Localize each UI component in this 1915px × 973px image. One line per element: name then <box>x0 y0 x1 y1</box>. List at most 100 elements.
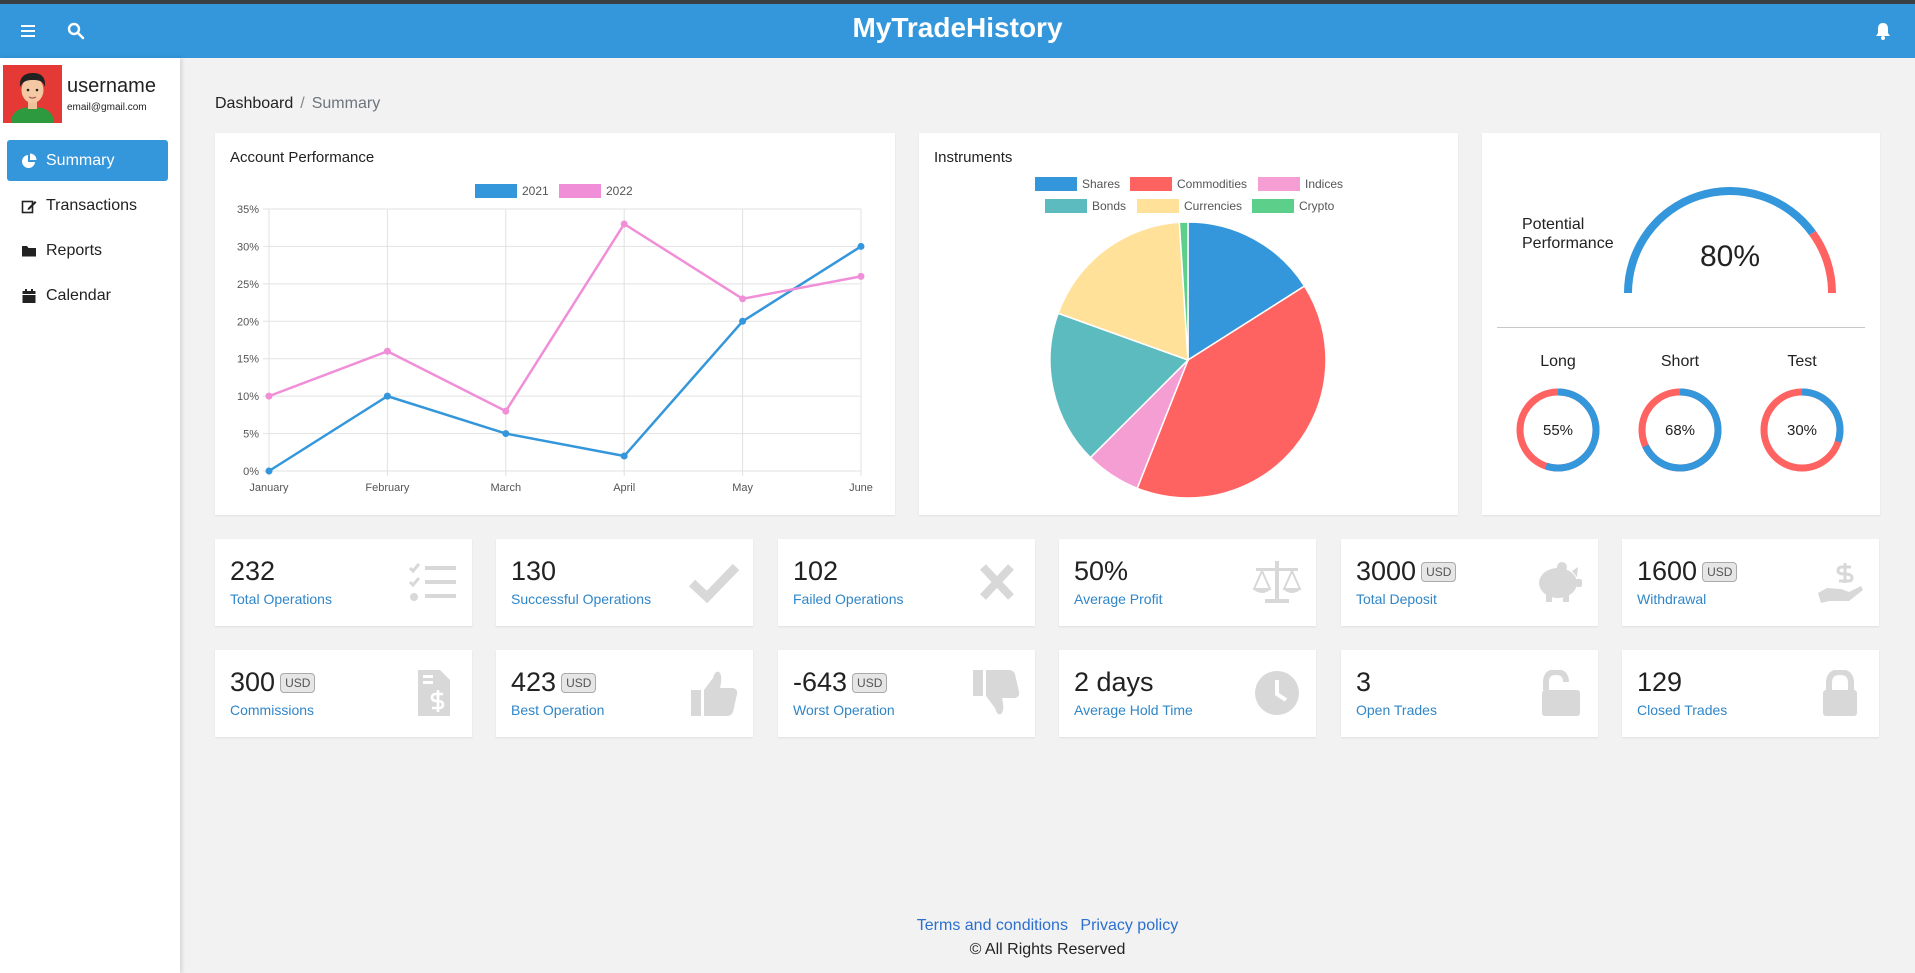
potential-performance-title: Potential Performance <box>1522 216 1614 252</box>
instruments-card: Instruments Shares Commodities Indices Bond… <box>919 133 1458 515</box>
menu-icon[interactable] <box>15 18 41 44</box>
stat-failed-operations: 102 Failed Operations <box>778 539 1035 626</box>
data-point-2022 <box>383 347 391 355</box>
stat-total-deposit: 3000 USD Total Deposit <box>1341 539 1598 626</box>
potential-performance-gauge: 80% Long 55% Short 68% Test 30% <box>1516 187 1844 472</box>
stat-label: Successful Operations <box>511 591 652 607</box>
sidebar-item-summary[interactable]: Summary <box>7 140 168 181</box>
data-point-2021 <box>857 242 865 250</box>
sidebar-item-label: Calendar <box>46 286 111 304</box>
potential-performance-card: Potential Performance 80% Long 55% Short 68%… <box>1482 133 1880 515</box>
stat-value: 130 <box>511 556 557 586</box>
doughnut-value-short: 68% <box>1665 422 1695 439</box>
y-tick-label: 20% <box>237 316 259 328</box>
legend-swatch-currencies <box>1137 199 1179 213</box>
sidebar-item-label: Reports <box>46 241 103 259</box>
gauge-fill-arc <box>1624 187 1816 294</box>
legend-swatch-crypto <box>1252 199 1294 213</box>
stat-label: Average Hold Time <box>1074 702 1193 718</box>
footer: Terms and conditions Privacy policy © Al… <box>180 917 1915 958</box>
gauge-value: 80% <box>1700 240 1760 273</box>
gauge-label-long: Long <box>1540 353 1576 370</box>
breadcrumb-current: Summary <box>311 95 381 112</box>
pie-slice-currencies <box>1057 221 1189 362</box>
data-point-2022 <box>857 272 865 280</box>
thumbs-up-icon <box>691 671 738 716</box>
avatar <box>3 65 62 123</box>
stat-label: Failed Operations <box>793 591 904 607</box>
stat-label: Worst Operation <box>793 702 895 718</box>
sidebar: username email@gmail.com Summary Transac… <box>0 58 180 973</box>
legend-label-indices: Indices <box>1305 177 1343 191</box>
card-title: Account Performance <box>230 149 375 166</box>
legend-swatch-2021 <box>475 184 517 198</box>
legend-label-shares: Shares <box>1082 177 1120 191</box>
divider <box>1497 327 1865 328</box>
sidebar-item-label: Summary <box>46 151 115 169</box>
gauge-label-short: Short <box>1661 353 1700 370</box>
legend-label-2022: 2022 <box>606 184 633 198</box>
y-tick-label: 10% <box>237 391 259 403</box>
data-point-2022 <box>265 392 273 400</box>
stat-average-profit: 50% Average Profit <box>1059 539 1316 626</box>
y-tick-label: 30% <box>237 241 259 253</box>
search-icon[interactable] <box>63 18 89 44</box>
doughnut-value-test: 30% <box>1787 422 1817 439</box>
stat-average-hold-time: 2 days Average Hold Time <box>1059 650 1316 737</box>
stat-value: 50% <box>1074 556 1129 586</box>
pie-slice-shares <box>1187 221 1306 362</box>
sidebar-item-reports[interactable]: Reports <box>7 230 168 271</box>
bell-icon[interactable] <box>1870 18 1896 44</box>
user-email: email@gmail.com <box>67 102 147 113</box>
stat-label: Closed Trades <box>1637 702 1728 718</box>
legend-swatch-2022 <box>559 184 601 198</box>
usd-badge: USD <box>1421 561 1457 582</box>
user-profile[interactable]: username email@gmail.com <box>3 65 178 123</box>
top-bar: MyTradeHistory <box>0 0 1915 58</box>
x-tick-label: April <box>613 482 635 494</box>
stat-worst-operation: -643 USD Worst Operation <box>778 650 1035 737</box>
pie-slice-commodities <box>1136 285 1327 499</box>
stat-label: Withdrawal <box>1637 591 1707 607</box>
legend-label-crypto: Crypto <box>1299 199 1335 213</box>
privacy-link[interactable]: Privacy policy <box>1080 917 1179 934</box>
data-point-2022 <box>502 407 510 415</box>
unlock-icon <box>1542 670 1580 716</box>
gauge-rest-arc <box>1809 230 1836 294</box>
stat-label: Best Operation <box>511 702 605 718</box>
sidebar-item-calendar[interactable]: Calendar <box>7 275 168 316</box>
stat-commissions: 300 USD Commissions <box>215 650 472 737</box>
data-point-2021 <box>265 467 273 475</box>
user-name: username <box>67 75 156 97</box>
account-performance-chart: 0% 5% 10% 15% 20% 25% 30% 35% January February Mar… <box>237 184 873 494</box>
app-title: MyTradeHistory <box>852 12 1063 43</box>
stat-label: Average Profit <box>1074 591 1163 607</box>
sidebar-item-transactions[interactable]: Transactions <box>7 185 168 226</box>
stat-successful-operations: 130 Successful Operations <box>496 539 753 626</box>
legend-swatch-shares <box>1035 177 1077 191</box>
breadcrumb-root[interactable]: Dashboard <box>215 95 294 112</box>
terms-link[interactable]: Terms and conditions <box>916 917 1068 934</box>
hand-dollar-icon <box>1818 563 1863 603</box>
legend-swatch-indices <box>1258 177 1300 191</box>
sidebar-nav: Summary Transactions Reports Calendar <box>7 140 168 320</box>
data-point-2022 <box>739 295 747 303</box>
stat-open-trades: 3 Open Trades <box>1341 650 1598 737</box>
series-line-2022 <box>268 222 862 413</box>
lock-icon <box>1823 670 1857 716</box>
stat-label: Open Trades <box>1356 702 1437 718</box>
usd-badge: USD <box>852 672 888 693</box>
stat-label: Commissions <box>230 702 315 718</box>
checklist-icon <box>408 563 456 601</box>
folder-icon <box>22 245 36 256</box>
stat-value: 423 <box>511 667 557 697</box>
gauge-label-test: Test <box>1787 353 1817 370</box>
card-title: Instruments <box>934 149 1013 166</box>
calendar-icon <box>22 288 36 303</box>
y-tick-label: 0% <box>243 466 259 478</box>
piggy-bank-icon <box>1539 562 1582 602</box>
data-point-2021 <box>620 452 628 460</box>
stat-label: Total Deposit <box>1356 591 1437 607</box>
usd-badge: USD <box>280 672 316 693</box>
stat-value: 102 <box>793 556 839 586</box>
